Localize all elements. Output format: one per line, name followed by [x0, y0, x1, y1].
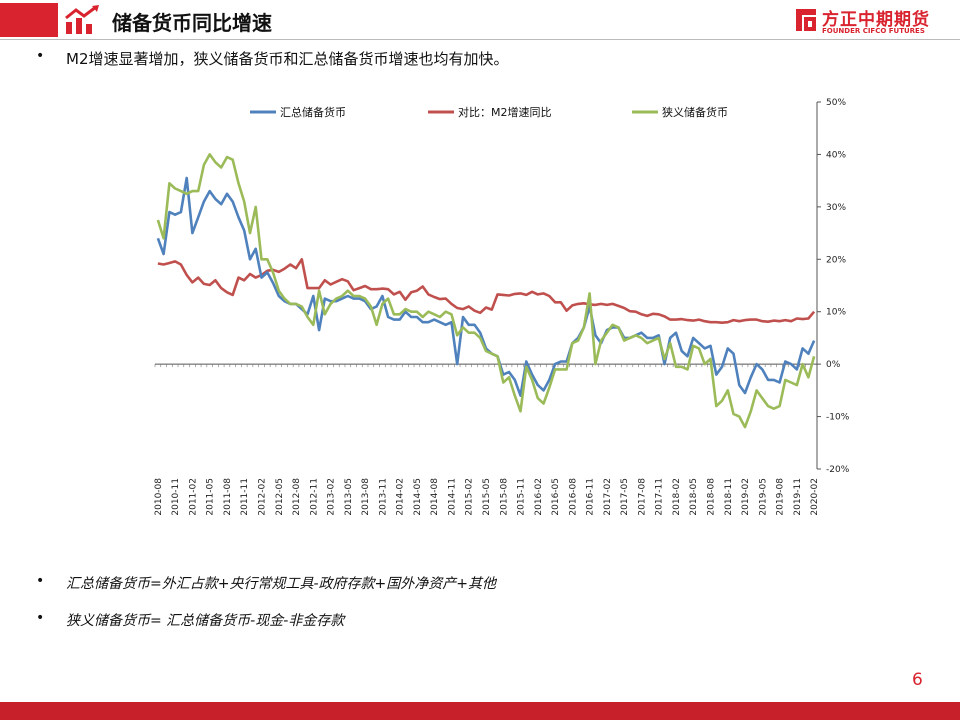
- bullet-dot: •: [36, 573, 45, 589]
- x-tick-label: 2016-05: [551, 478, 561, 516]
- title-divider: [0, 39, 960, 40]
- x-tick-label: 2011-08: [223, 478, 233, 516]
- brand-logo: 方正中期期货 FOUNDER CIFCO FUTURES: [794, 5, 944, 39]
- x-tick-label: 2014-08: [430, 478, 440, 516]
- x-tick-label: 2011-11: [240, 478, 250, 516]
- x-tick-label: 2011-05: [206, 478, 216, 516]
- footer-bar: [0, 702, 960, 720]
- y-tick-label: 0%: [826, 360, 841, 370]
- x-tick-label: 2012-02: [257, 478, 267, 516]
- x-tick-label: 2019-11: [793, 478, 803, 516]
- x-tick-label: 2013-05: [344, 478, 354, 516]
- growth-chart-icon: [65, 5, 99, 34]
- y-tick-label: -20%: [826, 465, 850, 475]
- x-tick-label: 2010-08: [154, 478, 164, 516]
- x-tick-label: 2017-05: [620, 478, 630, 516]
- title-bar: 储备货币同比增速: [0, 0, 960, 40]
- title-accent-block: [0, 3, 58, 37]
- x-tick-label: 2015-02: [465, 478, 475, 516]
- x-tick-label: 2013-02: [327, 478, 337, 516]
- series-line-1: [157, 257, 816, 325]
- bullet-dot: •: [36, 48, 45, 64]
- x-tick-label: 2019-05: [758, 478, 768, 516]
- x-tick-label: 2019-02: [741, 478, 751, 516]
- line-chart: 50% 40% 30% 20% 10% 0% -10% -20% 2010-08 2010-11 2…: [154, 98, 850, 516]
- x-tick-label: 2016-02: [534, 478, 544, 516]
- y-tick-label: 30%: [826, 203, 846, 213]
- x-tick-label: 2019-08: [776, 478, 786, 516]
- x-tick-label: 2013-08: [361, 478, 371, 516]
- definition-text-2: 狭义储备货币= 汇总储备货币-现金-非金存款: [66, 613, 345, 629]
- x-tick-label: 2016-08: [568, 478, 578, 516]
- x-tick-label: 2014-02: [396, 478, 406, 516]
- x-tick-label: 2018-08: [707, 478, 717, 516]
- x-tick-label: 2017-02: [603, 478, 613, 516]
- x-tick-label: 2018-11: [724, 478, 734, 516]
- y-tick-label: 40%: [826, 150, 846, 160]
- definition-text-1: 汇总储备货币=外汇占款+央行常规工具-政府存款+国外净资产+其他: [66, 576, 496, 592]
- page-number: 6: [912, 670, 923, 690]
- x-tick-label: 2011-02: [188, 478, 198, 516]
- x-tick-label: 2012-08: [292, 478, 302, 516]
- x-tick-label: 2014-11: [447, 478, 457, 516]
- x-tick-label: 2016-11: [586, 478, 596, 516]
- x-tick-label: 2013-11: [378, 478, 388, 516]
- x-tick-label: 2017-08: [637, 478, 647, 516]
- x-tick-label: 2015-08: [499, 478, 509, 516]
- y-tick-label: -10%: [826, 413, 850, 423]
- series-line-2: [156, 153, 816, 429]
- x-tick-label: 2014-05: [413, 478, 423, 516]
- brand-icon: [796, 9, 816, 31]
- legend-label: 狭义储备货币: [662, 105, 728, 119]
- x-tick-label: 2015-11: [517, 478, 527, 516]
- y-tick-label: 50%: [826, 98, 846, 108]
- brand-name-en: FOUNDER CIFCO FUTURES: [822, 27, 925, 35]
- x-tick-label: 2017-11: [655, 478, 665, 516]
- legend-label: 汇总储备货币: [280, 105, 346, 119]
- bullet-dot: •: [36, 610, 45, 626]
- x-tick-label: 2018-05: [689, 478, 699, 516]
- x-tick-label: 2012-05: [275, 478, 285, 516]
- brand-name-cn: 方正中期期货: [822, 10, 930, 30]
- x-tick-label: 2010-11: [171, 478, 181, 516]
- y-tick-label: 10%: [826, 308, 846, 318]
- page-title: 储备货币同比增速: [112, 11, 272, 35]
- x-tick-label: 2018-02: [672, 478, 682, 516]
- x-tick-label: 2015-05: [482, 478, 492, 516]
- y-tick-label: 20%: [826, 255, 846, 265]
- x-tick-label: 2020-02: [810, 478, 820, 516]
- legend-label: 对比：M2增速同比: [458, 105, 552, 119]
- x-tick-label: 2012-11: [309, 478, 319, 516]
- summary-text: M2增速显著增加，狭义储备货币和汇总储备货币增速也均有加快。: [66, 50, 509, 68]
